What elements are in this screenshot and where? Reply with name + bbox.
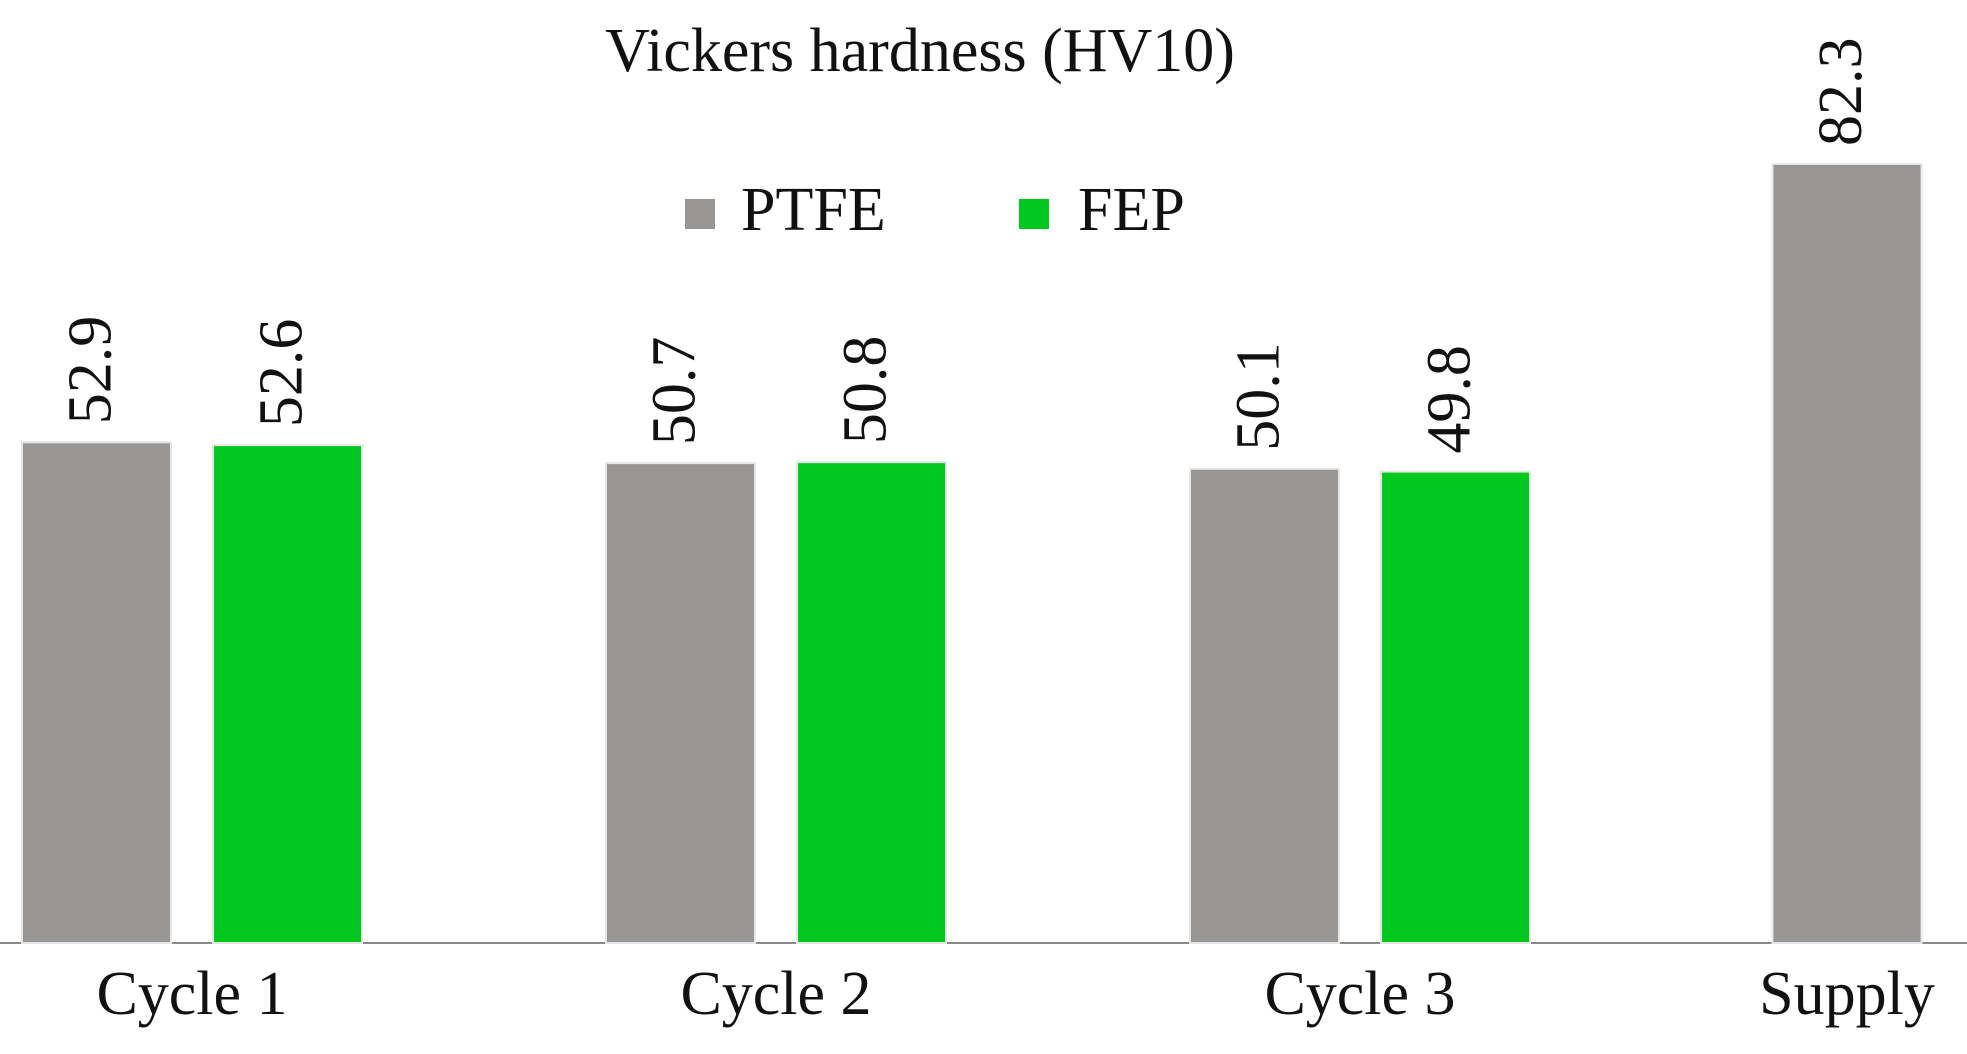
legend-swatch xyxy=(685,199,715,229)
x-tick-label: Supply xyxy=(1759,960,1935,1028)
bar xyxy=(1771,163,1923,944)
value-label: 82.3 xyxy=(1807,38,1875,147)
x-tick-label: Cycle 3 xyxy=(1264,960,1455,1028)
value-label: 50.8 xyxy=(832,336,900,445)
value-label: 52.6 xyxy=(248,319,316,428)
bar xyxy=(1380,470,1531,944)
legend-label: PTFE xyxy=(741,176,886,244)
legend-label: FEP xyxy=(1078,176,1185,244)
value-label: 52.9 xyxy=(57,316,125,425)
x-tick-label: Cycle 1 xyxy=(96,960,287,1028)
x-tick-label: Cycle 2 xyxy=(680,960,871,1028)
chart-title: Vickers hardness (HV10) xyxy=(605,17,1235,85)
value-label: 50.7 xyxy=(641,337,709,446)
value-label: 49.8 xyxy=(1416,345,1484,454)
value-label: 50.1 xyxy=(1225,342,1293,451)
bar xyxy=(212,444,363,944)
bar xyxy=(1189,467,1340,944)
bar xyxy=(796,461,947,944)
bar xyxy=(21,441,172,944)
bar xyxy=(605,462,756,944)
legend-swatch xyxy=(1019,199,1049,229)
